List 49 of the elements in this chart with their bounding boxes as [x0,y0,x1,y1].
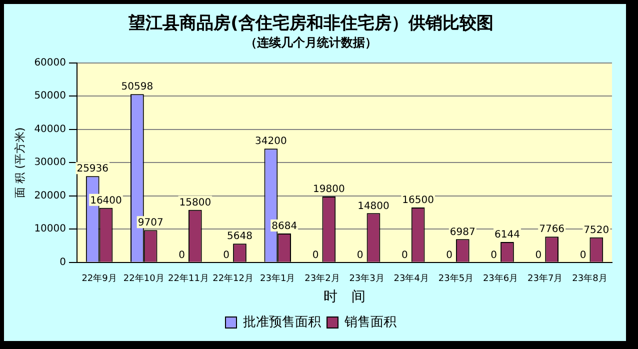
data-label: 0 [312,250,319,261]
data-label: 0 [490,250,498,261]
data-label: 5648 [227,231,252,242]
data-label: 16400 [90,195,122,206]
data-label: 15800 [179,197,212,208]
x-tick-label: 22年12月 [212,273,254,284]
chart-subtitle: （连续几个月统计数据） [245,36,377,50]
data-label: 50598 [121,82,154,93]
x-tick-label: 22年9月 [82,273,117,284]
x-tick-label: 23年8月 [572,273,608,284]
data-label: 25936 [76,164,109,175]
y-axis-title: 面 积 (平方米) [13,127,26,198]
data-label: 0 [535,250,542,261]
x-tick-label: 22年11月 [168,273,209,284]
data-label: 0 [580,250,586,261]
data-label: 7766 [539,224,565,236]
data-label: 9707 [138,218,164,229]
data-label: 6987 [450,226,476,238]
y-tick-label: 50000 [34,90,66,102]
chart-title: 望江县商品房(含住宅房和非住宅房）供销比较图 [128,14,494,34]
legend-label: 销售面积 [344,314,396,330]
data-label: 14800 [358,200,390,212]
y-tick-label: 30000 [34,157,66,168]
data-label: 7520 [584,224,610,236]
data-label: 0 [223,250,230,261]
x-tick-label: 23年1月 [260,273,296,284]
data-label: 19800 [312,184,345,196]
x-tick-label: 23年4月 [394,273,429,284]
data-label: 0 [402,250,408,261]
x-tick-label: 23年2月 [304,273,340,284]
x-tick-label: 23年7月 [528,273,563,284]
y-tick-label: 10000 [34,224,66,235]
data-label: 0 [446,250,452,261]
y-tick-label: 40000 [34,124,66,135]
y-tick-label: 20000 [34,190,66,202]
data-label: 8684 [272,221,298,232]
data-label: 16500 [402,195,434,206]
data-label: 0 [356,250,364,261]
x-tick-label: 23年5月 [438,273,474,284]
x-tick-label: 22年10月 [123,273,164,284]
y-tick-label: 60000 [34,57,66,68]
x-axis-title: 时 间 [324,289,366,306]
y-tick-label: 0 [60,256,66,268]
data-label: 34200 [255,136,287,148]
data-label: 0 [178,250,185,261]
data-label: 6144 [494,230,520,241]
legend-label: 批准预售面积 [243,314,321,330]
x-tick-label: 23年6月 [482,273,518,284]
x-tick-label: 23年3月 [349,273,384,284]
